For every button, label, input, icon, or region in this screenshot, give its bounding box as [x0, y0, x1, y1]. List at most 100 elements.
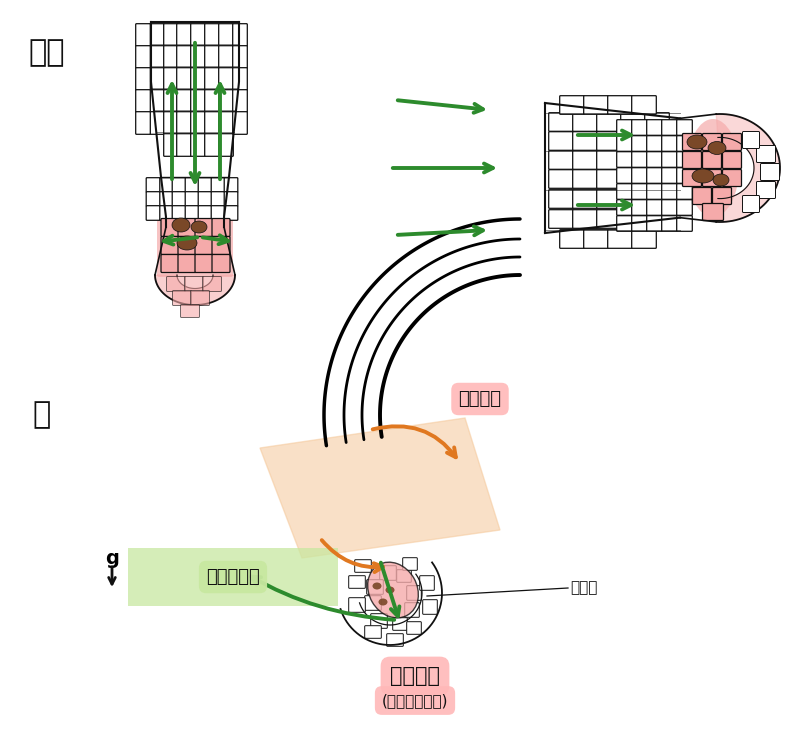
FancyBboxPatch shape: [190, 46, 206, 68]
FancyBboxPatch shape: [646, 152, 662, 168]
FancyBboxPatch shape: [617, 120, 632, 135]
FancyBboxPatch shape: [406, 586, 422, 600]
FancyBboxPatch shape: [597, 112, 622, 131]
FancyBboxPatch shape: [646, 136, 662, 151]
FancyBboxPatch shape: [195, 254, 213, 273]
FancyBboxPatch shape: [164, 68, 178, 91]
FancyBboxPatch shape: [645, 151, 670, 169]
FancyBboxPatch shape: [177, 112, 191, 134]
FancyBboxPatch shape: [202, 276, 222, 291]
Ellipse shape: [386, 587, 394, 593]
FancyBboxPatch shape: [198, 205, 212, 220]
FancyBboxPatch shape: [742, 131, 759, 149]
FancyBboxPatch shape: [621, 151, 646, 169]
Text: 柱状细胞: 柱状细胞: [390, 666, 440, 686]
Polygon shape: [260, 418, 500, 558]
FancyBboxPatch shape: [420, 576, 434, 590]
FancyBboxPatch shape: [617, 152, 632, 168]
FancyBboxPatch shape: [380, 565, 396, 581]
FancyBboxPatch shape: [677, 183, 692, 199]
FancyBboxPatch shape: [190, 134, 206, 156]
FancyBboxPatch shape: [185, 192, 198, 206]
FancyBboxPatch shape: [136, 90, 150, 112]
FancyBboxPatch shape: [233, 46, 247, 68]
FancyBboxPatch shape: [177, 68, 191, 91]
FancyBboxPatch shape: [212, 218, 230, 236]
FancyBboxPatch shape: [159, 177, 173, 193]
FancyBboxPatch shape: [702, 170, 722, 186]
FancyBboxPatch shape: [185, 205, 198, 220]
FancyBboxPatch shape: [233, 68, 247, 91]
Ellipse shape: [177, 236, 197, 250]
FancyBboxPatch shape: [354, 559, 371, 572]
Ellipse shape: [687, 135, 707, 149]
Ellipse shape: [687, 119, 739, 217]
FancyBboxPatch shape: [212, 254, 230, 273]
FancyBboxPatch shape: [146, 177, 160, 193]
FancyBboxPatch shape: [621, 112, 646, 131]
FancyBboxPatch shape: [677, 168, 692, 183]
FancyBboxPatch shape: [218, 134, 234, 156]
FancyBboxPatch shape: [645, 131, 670, 150]
FancyBboxPatch shape: [584, 230, 608, 248]
FancyBboxPatch shape: [172, 205, 186, 220]
FancyBboxPatch shape: [617, 136, 632, 151]
FancyBboxPatch shape: [549, 210, 574, 228]
FancyBboxPatch shape: [632, 96, 656, 114]
FancyBboxPatch shape: [597, 170, 622, 188]
FancyBboxPatch shape: [159, 205, 173, 220]
FancyBboxPatch shape: [632, 200, 647, 215]
FancyBboxPatch shape: [608, 230, 632, 248]
FancyBboxPatch shape: [677, 136, 692, 151]
FancyBboxPatch shape: [136, 23, 150, 46]
Text: 根尖: 根尖: [28, 38, 65, 67]
FancyBboxPatch shape: [157, 215, 233, 277]
FancyBboxPatch shape: [349, 576, 366, 588]
FancyBboxPatch shape: [573, 151, 598, 169]
FancyBboxPatch shape: [682, 134, 702, 150]
FancyBboxPatch shape: [597, 131, 622, 150]
FancyBboxPatch shape: [573, 131, 598, 150]
FancyBboxPatch shape: [632, 168, 647, 183]
FancyBboxPatch shape: [181, 304, 199, 318]
FancyBboxPatch shape: [224, 205, 238, 220]
FancyBboxPatch shape: [233, 112, 247, 134]
FancyBboxPatch shape: [645, 190, 670, 208]
FancyBboxPatch shape: [742, 196, 759, 212]
FancyBboxPatch shape: [621, 170, 646, 188]
FancyBboxPatch shape: [218, 90, 234, 112]
FancyBboxPatch shape: [164, 134, 178, 156]
FancyBboxPatch shape: [205, 134, 219, 156]
FancyBboxPatch shape: [146, 192, 160, 206]
FancyBboxPatch shape: [646, 168, 662, 183]
FancyBboxPatch shape: [645, 210, 670, 228]
FancyBboxPatch shape: [617, 216, 632, 231]
FancyBboxPatch shape: [366, 580, 383, 594]
FancyBboxPatch shape: [617, 183, 632, 199]
FancyBboxPatch shape: [646, 120, 662, 135]
FancyBboxPatch shape: [662, 136, 678, 151]
Polygon shape: [716, 114, 780, 222]
FancyBboxPatch shape: [677, 216, 692, 231]
FancyBboxPatch shape: [370, 614, 387, 628]
Ellipse shape: [378, 599, 387, 606]
FancyBboxPatch shape: [621, 131, 646, 150]
FancyBboxPatch shape: [402, 558, 418, 570]
FancyBboxPatch shape: [549, 131, 574, 150]
FancyBboxPatch shape: [146, 205, 160, 220]
FancyBboxPatch shape: [662, 216, 678, 231]
FancyBboxPatch shape: [584, 96, 608, 114]
Polygon shape: [155, 275, 235, 305]
FancyBboxPatch shape: [608, 96, 632, 114]
FancyBboxPatch shape: [549, 170, 574, 188]
FancyBboxPatch shape: [632, 120, 647, 135]
Ellipse shape: [713, 174, 729, 186]
Text: 偏转生长: 偏转生长: [458, 390, 502, 408]
Bar: [128, 548, 338, 606]
FancyBboxPatch shape: [386, 633, 403, 646]
FancyBboxPatch shape: [621, 190, 646, 208]
FancyBboxPatch shape: [150, 90, 164, 112]
FancyBboxPatch shape: [159, 192, 173, 206]
FancyBboxPatch shape: [617, 168, 632, 183]
FancyBboxPatch shape: [218, 112, 234, 134]
